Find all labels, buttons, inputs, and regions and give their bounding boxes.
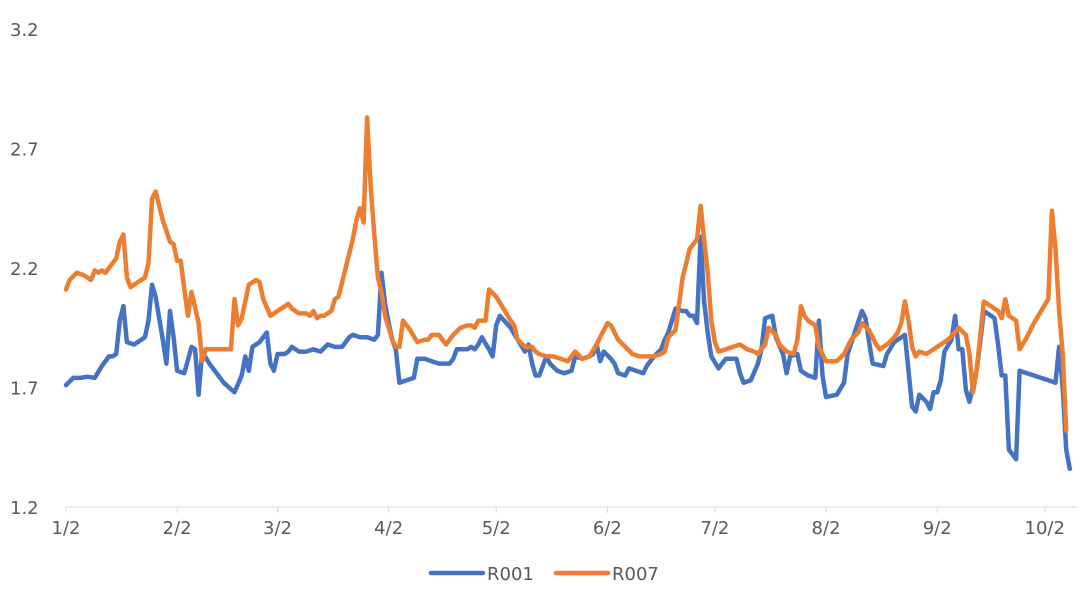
series-lines [63,115,1073,472]
y-tick-label: 1.7 [10,379,39,400]
y-tick-label: 2.2 [10,259,39,280]
series-line-r007 [63,115,1069,433]
x-tick-label: 9/2 [923,518,952,539]
x-tick-label: 6/2 [593,518,622,539]
legend: R001 R007 [428,564,659,585]
x-tick-label: 10/2 [1025,518,1065,539]
x-tick-label: 8/2 [812,518,841,539]
y-tick-label: 2.7 [10,140,39,161]
y-axis-ticks: 1.2 1.7 2.2 2.7 3.2 [10,20,39,519]
x-tick-label: 1/2 [52,518,81,539]
x-tick-label: 2/2 [163,518,192,539]
y-tick-label: 1.2 [10,498,39,519]
y-tick-label: 3.2 [10,20,39,41]
legend-label-r001: R001 [487,564,534,585]
x-axis-ticks: 1/2 2/2 3/2 4/2 5/2 6/2 7/2 8/2 9/2 10/2 [52,507,1065,539]
legend-label-r007: R007 [612,564,659,585]
x-tick-label: 5/2 [482,518,511,539]
x-tick-label: 3/2 [263,518,292,539]
x-tick-label: 4/2 [374,518,403,539]
x-tick-label: 7/2 [700,518,729,539]
